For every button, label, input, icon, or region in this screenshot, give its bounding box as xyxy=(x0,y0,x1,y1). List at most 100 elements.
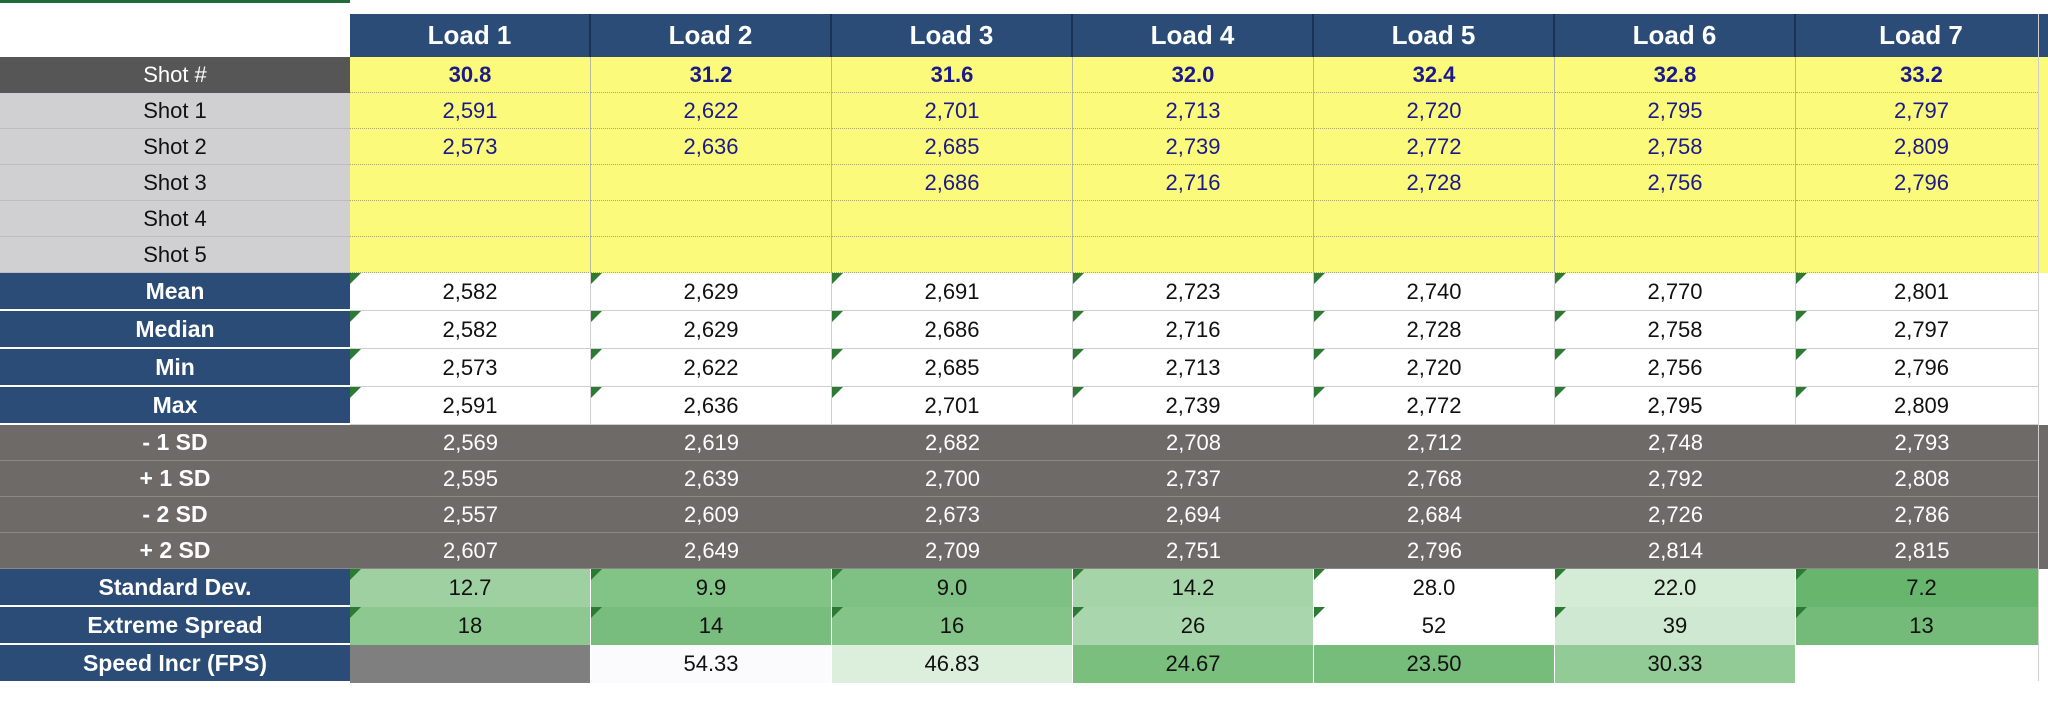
plus-2-sd-value-cell[interactable]: 2,814 xyxy=(1555,533,1796,569)
min-value-cell[interactable]: 2,622 xyxy=(591,349,832,387)
extreme-spread-value-cell[interactable]: 39 xyxy=(1555,607,1796,645)
shot-value-cell[interactable] xyxy=(591,237,832,273)
speed-incr-value-cell[interactable]: 30.33 xyxy=(1555,645,1796,683)
shot-value-cell[interactable]: 2,797 xyxy=(1796,93,2048,129)
column-header-load-1[interactable]: Load 1 xyxy=(350,14,591,57)
min-value-cell[interactable]: 2,796 xyxy=(1796,349,2048,387)
shot-value-cell[interactable]: 2,796 xyxy=(1796,165,2048,201)
plus-2-sd-value-cell[interactable]: 2,649 xyxy=(591,533,832,569)
median-value-cell[interactable]: 2,728 xyxy=(1314,311,1555,349)
shot-value-cell[interactable]: 2,756 xyxy=(1555,165,1796,201)
shot-value-cell[interactable]: 2,573 xyxy=(350,129,591,165)
shot-value-cell[interactable]: 2,772 xyxy=(1314,129,1555,165)
extreme-spread-value-cell[interactable]: 14 xyxy=(591,607,832,645)
shot-value-cell[interactable] xyxy=(1073,237,1314,273)
minus-1-sd-value-cell[interactable]: 2,712 xyxy=(1314,425,1555,461)
shot-number-cell[interactable]: 32.4 xyxy=(1314,57,1555,93)
plus-2-sd-value-cell[interactable]: 2,751 xyxy=(1073,533,1314,569)
shot-number-cell[interactable]: 32.8 xyxy=(1555,57,1796,93)
standard-dev-value-cell[interactable]: 22.0 xyxy=(1555,569,1796,607)
minus-1-sd-value-cell[interactable]: 2,708 xyxy=(1073,425,1314,461)
mean-value-cell[interactable]: 2,770 xyxy=(1555,273,1796,311)
minus-1-sd-value-cell[interactable]: 2,793 xyxy=(1796,425,2048,461)
shot-value-cell[interactable] xyxy=(350,201,591,237)
plus-1-sd-value-cell[interactable]: 2,737 xyxy=(1073,461,1314,497)
shot-value-cell[interactable] xyxy=(591,201,832,237)
minus-1-sd-value-cell[interactable]: 2,748 xyxy=(1555,425,1796,461)
shot-value-cell[interactable]: 2,716 xyxy=(1073,165,1314,201)
shot-value-cell[interactable]: 2,636 xyxy=(591,129,832,165)
minus-2-sd-value-cell[interactable]: 2,694 xyxy=(1073,497,1314,533)
shot-value-cell[interactable]: 2,591 xyxy=(350,93,591,129)
plus-1-sd-value-cell[interactable]: 2,700 xyxy=(832,461,1073,497)
minus-2-sd-value-cell[interactable]: 2,557 xyxy=(350,497,591,533)
column-header-load-6[interactable]: Load 6 xyxy=(1555,14,1796,57)
shot-number-cell[interactable]: 31.2 xyxy=(591,57,832,93)
plus-2-sd-value-cell[interactable]: 2,815 xyxy=(1796,533,2048,569)
shot-value-cell[interactable] xyxy=(1073,201,1314,237)
median-value-cell[interactable]: 2,758 xyxy=(1555,311,1796,349)
minus-2-sd-value-cell[interactable]: 2,673 xyxy=(832,497,1073,533)
shot-value-cell[interactable] xyxy=(1796,201,2048,237)
min-value-cell[interactable]: 2,685 xyxy=(832,349,1073,387)
min-value-cell[interactable]: 2,713 xyxy=(1073,349,1314,387)
extreme-spread-value-cell[interactable]: 16 xyxy=(832,607,1073,645)
median-value-cell[interactable]: 2,629 xyxy=(591,311,832,349)
column-header-load-3[interactable]: Load 3 xyxy=(832,14,1073,57)
mean-value-cell[interactable]: 2,801 xyxy=(1796,273,2048,311)
shot-value-cell[interactable]: 2,720 xyxy=(1314,93,1555,129)
shot-value-cell[interactable]: 2,686 xyxy=(832,165,1073,201)
median-value-cell[interactable]: 2,797 xyxy=(1796,311,2048,349)
column-header-load-5[interactable]: Load 5 xyxy=(1314,14,1555,57)
plus-1-sd-value-cell[interactable]: 2,639 xyxy=(591,461,832,497)
shot-value-cell[interactable] xyxy=(1555,237,1796,273)
mean-value-cell[interactable]: 2,629 xyxy=(591,273,832,311)
shot-number-cell[interactable]: 31.6 xyxy=(832,57,1073,93)
median-value-cell[interactable]: 2,716 xyxy=(1073,311,1314,349)
extreme-spread-value-cell[interactable]: 26 xyxy=(1073,607,1314,645)
speed-incr-value-cell[interactable] xyxy=(350,645,591,683)
shot-value-cell[interactable] xyxy=(350,165,591,201)
speed-incr-value-cell[interactable]: 54.33 xyxy=(591,645,832,683)
shot-value-cell[interactable]: 2,728 xyxy=(1314,165,1555,201)
shot-value-cell[interactable] xyxy=(1796,237,2048,273)
shot-value-cell[interactable] xyxy=(591,165,832,201)
shot-value-cell[interactable]: 2,739 xyxy=(1073,129,1314,165)
minus-1-sd-value-cell[interactable]: 2,569 xyxy=(350,425,591,461)
minus-1-sd-value-cell[interactable]: 2,619 xyxy=(591,425,832,461)
standard-dev-value-cell[interactable]: 28.0 xyxy=(1314,569,1555,607)
speed-incr-value-cell[interactable]: 23.50 xyxy=(1314,645,1555,683)
mean-value-cell[interactable]: 2,740 xyxy=(1314,273,1555,311)
shot-value-cell[interactable]: 2,758 xyxy=(1555,129,1796,165)
plus-1-sd-value-cell[interactable]: 2,808 xyxy=(1796,461,2048,497)
plus-1-sd-value-cell[interactable]: 2,792 xyxy=(1555,461,1796,497)
minus-2-sd-value-cell[interactable]: 2,609 xyxy=(591,497,832,533)
plus-2-sd-value-cell[interactable]: 2,709 xyxy=(832,533,1073,569)
column-header-load-7[interactable]: Load 7 xyxy=(1796,14,2048,57)
minus-1-sd-value-cell[interactable]: 2,682 xyxy=(832,425,1073,461)
shot-value-cell[interactable] xyxy=(832,201,1073,237)
min-value-cell[interactable]: 2,756 xyxy=(1555,349,1796,387)
median-value-cell[interactable]: 2,686 xyxy=(832,311,1073,349)
shot-value-cell[interactable]: 2,713 xyxy=(1073,93,1314,129)
shot-value-cell[interactable]: 2,622 xyxy=(591,93,832,129)
column-header-load-4[interactable]: Load 4 xyxy=(1073,14,1314,57)
plus-1-sd-value-cell[interactable]: 2,595 xyxy=(350,461,591,497)
standard-dev-value-cell[interactable]: 9.0 xyxy=(832,569,1073,607)
max-value-cell[interactable]: 2,739 xyxy=(1073,387,1314,425)
shot-value-cell[interactable] xyxy=(1314,201,1555,237)
median-value-cell[interactable]: 2,582 xyxy=(350,311,591,349)
shot-number-cell[interactable]: 30.8 xyxy=(350,57,591,93)
standard-dev-value-cell[interactable]: 7.2 xyxy=(1796,569,2048,607)
max-value-cell[interactable]: 2,795 xyxy=(1555,387,1796,425)
extreme-spread-value-cell[interactable]: 13 xyxy=(1796,607,2048,645)
column-header-load-2[interactable]: Load 2 xyxy=(591,14,832,57)
shot-value-cell[interactable] xyxy=(1314,237,1555,273)
mean-value-cell[interactable]: 2,582 xyxy=(350,273,591,311)
minus-2-sd-value-cell[interactable]: 2,726 xyxy=(1555,497,1796,533)
shot-number-cell[interactable]: 33.2 xyxy=(1796,57,2048,93)
shot-value-cell[interactable] xyxy=(350,237,591,273)
extreme-spread-value-cell[interactable]: 52 xyxy=(1314,607,1555,645)
standard-dev-value-cell[interactable]: 14.2 xyxy=(1073,569,1314,607)
standard-dev-value-cell[interactable]: 12.7 xyxy=(350,569,591,607)
